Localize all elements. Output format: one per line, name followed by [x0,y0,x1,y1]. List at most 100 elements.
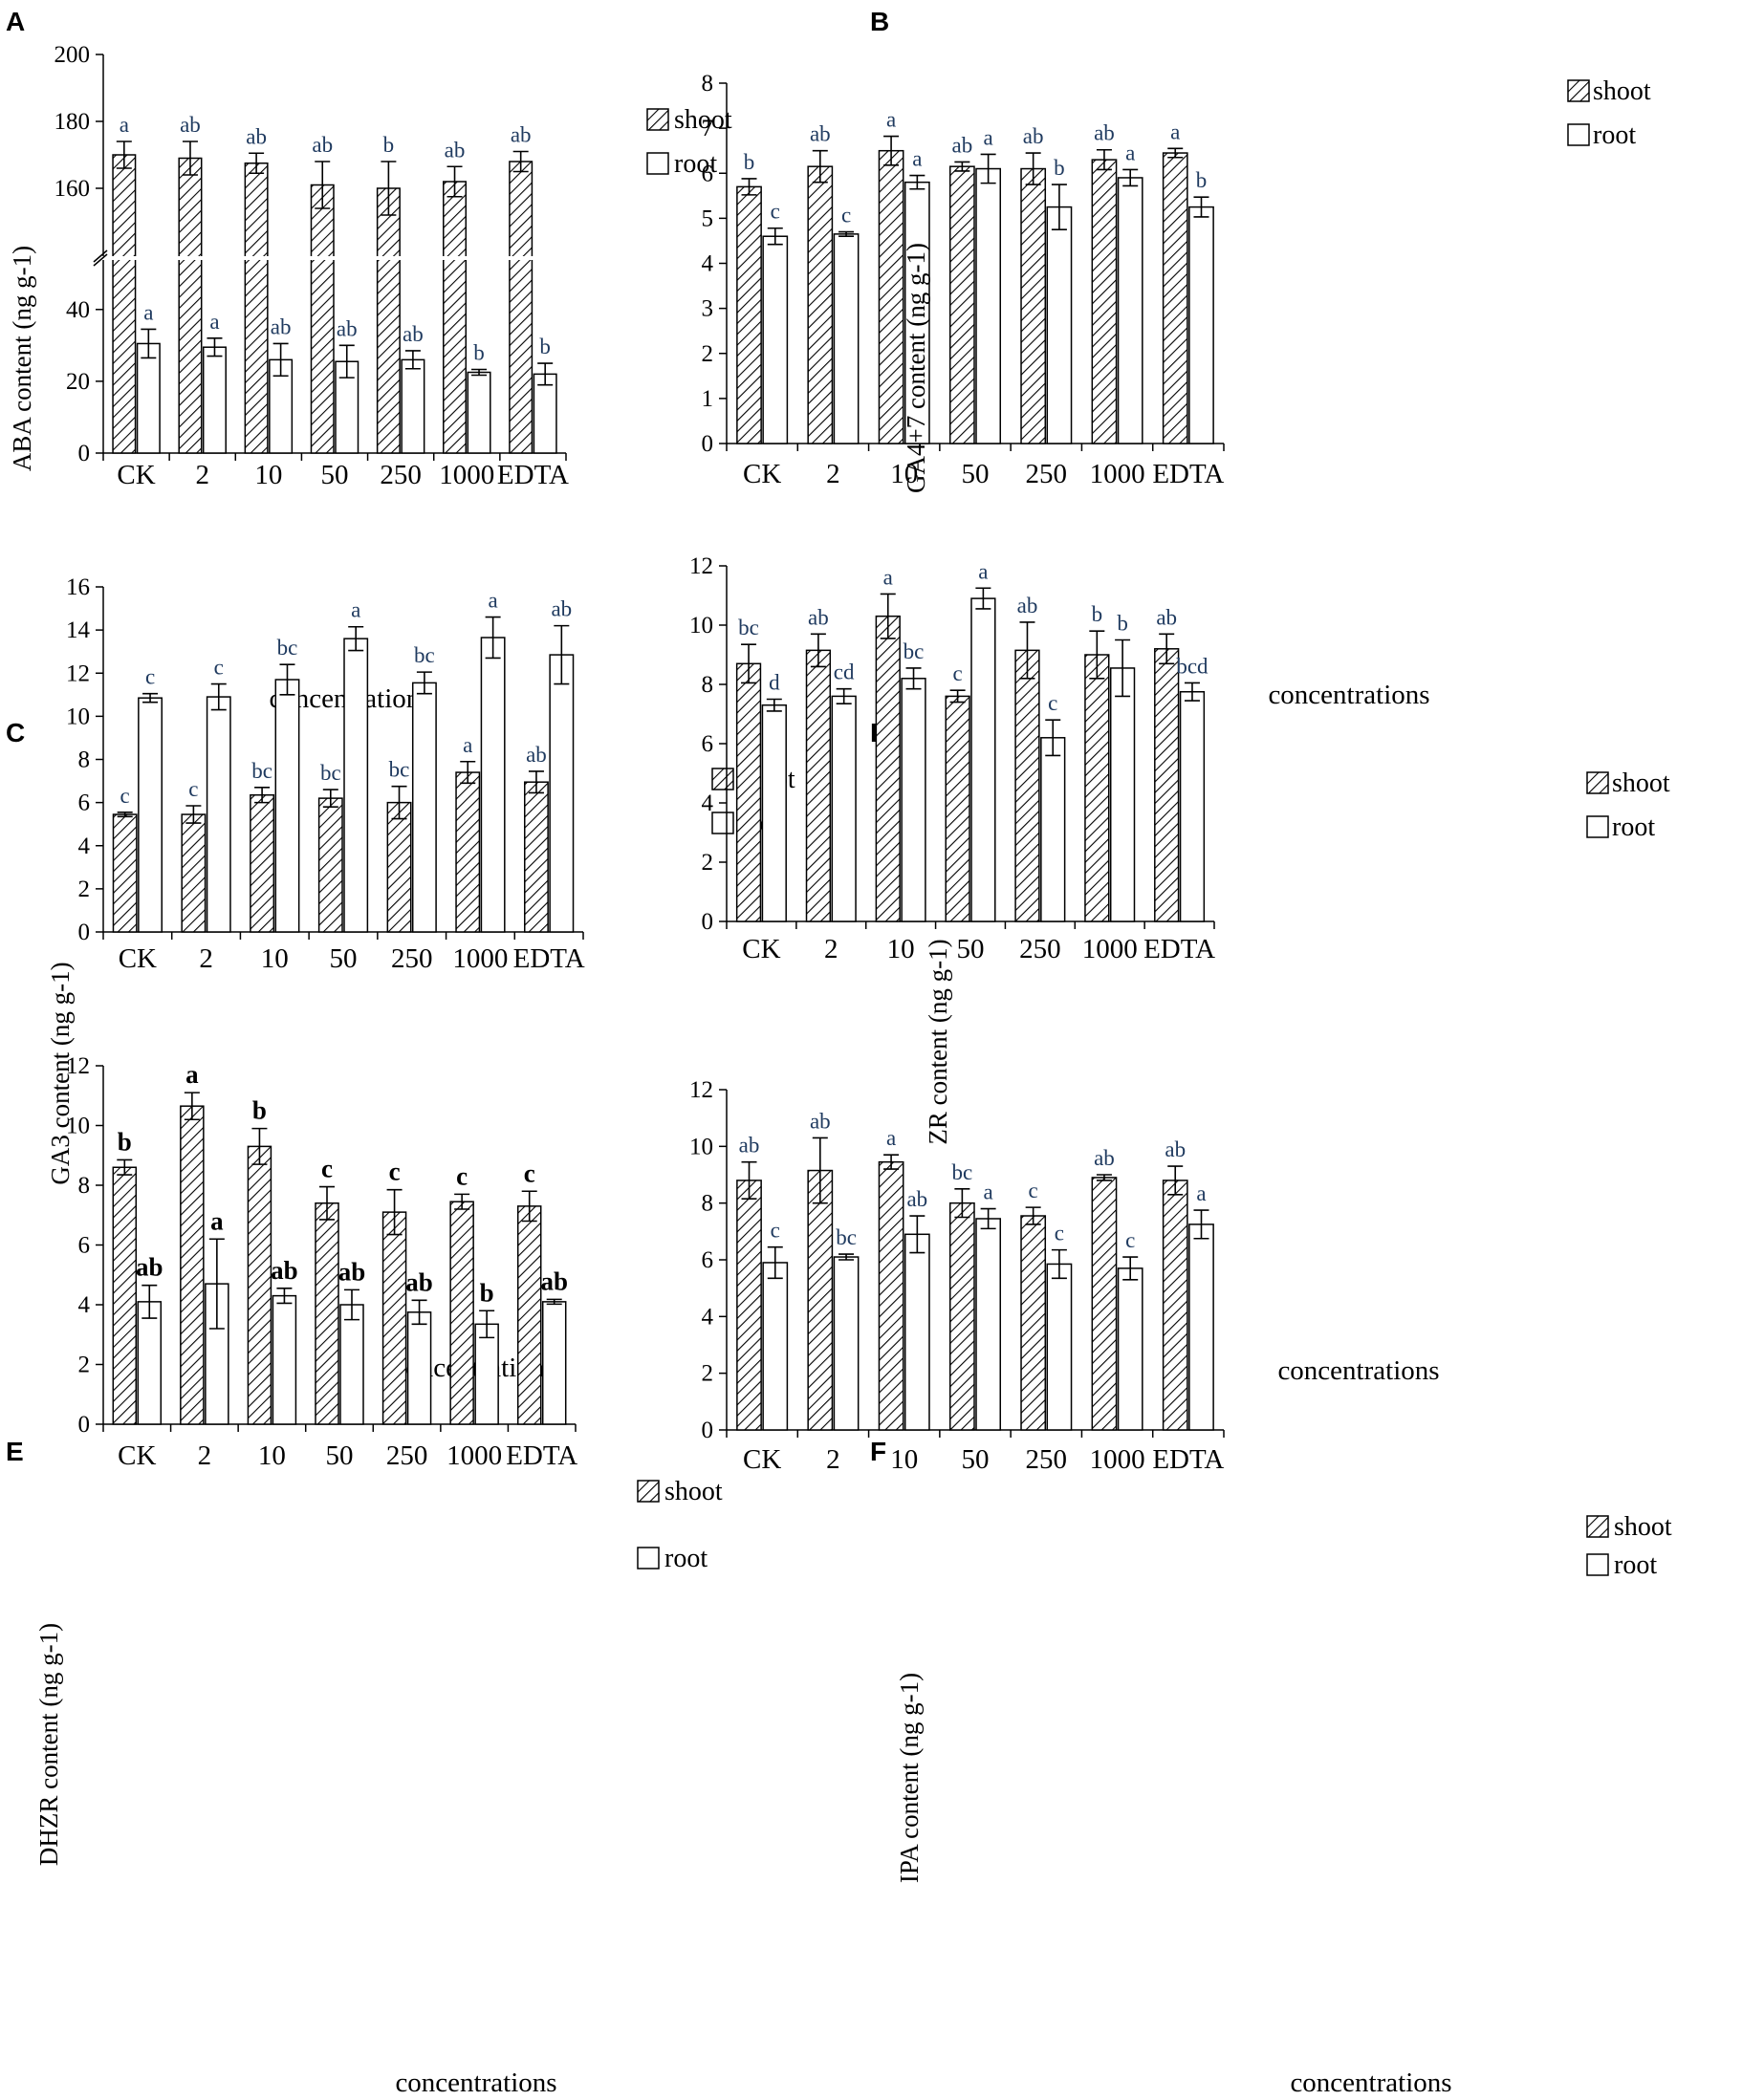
y-tick-label: 0 [78,1412,91,1438]
significance-label: bc [320,761,341,785]
bar-shoot-EDTA [1164,1180,1187,1430]
legend-root-label: root [1593,120,1636,150]
y-tick-label: 12 [689,1077,713,1103]
x-category-label: 2 [826,459,840,489]
bar-root-10 [902,679,925,921]
y-tick-label: 4 [702,251,714,277]
bar-shoot-50 [319,798,342,932]
bar-root-50 [976,169,1000,444]
bar-shoot-1000 [1085,655,1109,921]
significance-label: ab [312,133,333,157]
x-category-label: 10 [261,943,289,974]
bar-shoot-1000 [444,182,467,453]
significance-label: ab [136,1253,163,1282]
y-tick-label: 12 [66,660,90,686]
significance-label: ab [952,133,973,157]
panel-E-plot: 024681012CK 2 10 50 250 1000 EDTAbabc c c cabaab a… [66,1053,577,1471]
x-category-label: 50 [957,934,985,964]
y-tick-label: 160 [54,176,91,202]
x-category-label: EDTA [1152,459,1224,489]
bar-root-1000 [1111,668,1135,921]
y-tick-label: 0 [78,441,91,466]
significance-label: c [1029,1179,1038,1202]
significance-label: a [1196,1181,1206,1205]
bar-shoot-CK [737,663,761,921]
bar-shoot-50 [311,185,334,454]
y-tick-label: 2 [702,341,714,367]
bar-root-2 [834,1257,858,1430]
x-category-label: EDTA [506,1440,577,1471]
significance-label: d [769,671,780,695]
y-tick-label: 4 [702,790,714,816]
x-category-label: EDTA [513,943,585,974]
legend-root-swatch [638,1548,659,1569]
significance-label: ab [180,113,201,137]
bar-root-250 [1047,207,1071,444]
bar-shoot-250 [1021,169,1045,444]
significance-label: cd [834,660,855,684]
x-category-label: 2 [199,943,213,974]
significance-label: a [351,598,360,622]
significance-label: b [383,133,395,157]
significance-label: c [771,1219,780,1243]
bar-root-50 [976,1219,1000,1430]
panel-D-plot: 024681012CK 2 10 50 250 1000 EDTAbc abacab b abd c… [689,553,1215,964]
figure-canvas: A 02040160180200CK 2 10 50 250 1000 EDTAa ab ab a… [0,0,1742,2100]
panel-label-A: A [6,7,25,36]
legend: shoot root [1568,76,1651,150]
x-category-label: EDTA [1143,934,1215,964]
legend: shoot root [638,1477,723,1573]
significance-label: ab [540,1266,568,1295]
y-tick-label: 4 [702,1304,714,1330]
y-tick-label: 10 [66,1114,90,1139]
significance-label: ab [338,1257,366,1286]
y-tick-label: 16 [66,574,90,600]
significance-label: ab [1094,121,1115,145]
y-tick-label: 6 [78,1233,91,1259]
panel-label-E: E [6,1437,24,1466]
y-tick-label: 8 [78,747,91,773]
y-tick-label: 10 [689,1134,713,1159]
legend-root-swatch [712,812,733,834]
x-axis-title: concentrations [1277,1355,1439,1386]
y-tick-label: 2 [78,1353,91,1378]
significance-label: b [118,1127,132,1156]
y-tick-label: 14 [66,617,91,643]
bar-shoot-CK [737,1180,761,1430]
significance-label: ab [739,1134,760,1158]
x-category-label: 50 [326,1440,354,1471]
significance-label: a [463,733,472,757]
significance-label: ab [246,124,267,148]
bar-shoot-2 [808,166,832,444]
y-axis-title: ZR content (ng g-1) [924,939,952,1144]
bar-root-250 [1047,1264,1071,1430]
bar-root-1000 [475,1324,498,1424]
legend-root-swatch [1587,816,1608,837]
significance-label: ab [808,605,829,629]
significance-label: bc [389,758,410,782]
bar-shoot-2 [808,1171,832,1430]
significance-label: a [978,559,988,583]
significance-label: bcd [1176,654,1209,678]
x-category-label: 2 [826,1444,840,1475]
significance-label: ab [445,138,466,162]
significance-label: a [1125,141,1135,164]
significance-label: c [321,1155,333,1183]
y-tick-label: 2 [78,877,91,902]
bar-shoot-CK [113,1167,136,1424]
bar-root-CK [762,705,786,921]
bar-shoot-10 [879,1162,903,1430]
significance-label: a [984,125,993,149]
bar-root-10 [272,1296,295,1424]
bar-shoot-1000 [456,772,479,932]
significance-label: b [1092,602,1103,626]
significance-label: ab [1156,605,1177,629]
y-tick-label: 10 [689,613,713,639]
panel-label-F: F [870,1437,886,1466]
bar-shoot-1000 [450,1202,473,1424]
bar-root-EDTA [1189,1224,1213,1430]
y-tick-label: 0 [702,1418,714,1443]
x-category-label: 50 [321,460,349,490]
significance-label: c [120,784,130,808]
x-category-label: 1000 [439,460,494,490]
